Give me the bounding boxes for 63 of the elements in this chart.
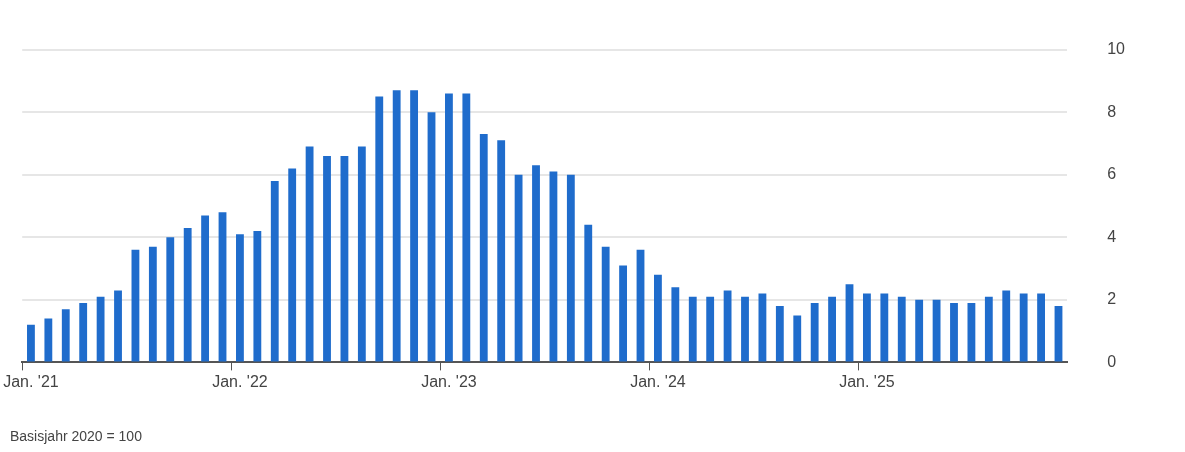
bar — [688, 296, 697, 362]
x-tick-label: Jan. '24 — [630, 373, 686, 391]
x-tick-label: Jan. '21 — [3, 373, 59, 391]
bar — [984, 296, 993, 362]
y-tick-label: 10 — [1107, 40, 1126, 58]
bar — [375, 96, 384, 362]
y-tick-label: 2 — [1107, 290, 1117, 308]
bar — [950, 302, 958, 362]
bar — [810, 302, 819, 362]
bar — [863, 293, 871, 362]
bar — [357, 146, 366, 362]
bar — [601, 246, 610, 362]
bar — [61, 309, 70, 362]
bar — [270, 180, 279, 362]
bar — [566, 174, 575, 362]
bar — [654, 274, 662, 362]
bar — [671, 287, 680, 362]
bar — [775, 306, 784, 362]
bar — [183, 227, 192, 362]
bar — [619, 265, 628, 362]
bar — [967, 302, 976, 362]
bar — [236, 234, 244, 362]
bar — [828, 296, 836, 362]
bar — [27, 324, 35, 362]
bar — [44, 318, 53, 362]
bar — [532, 165, 540, 362]
y-tick-label: 4 — [1107, 227, 1117, 245]
bar — [96, 296, 105, 362]
bar — [148, 246, 157, 362]
bar — [706, 296, 715, 362]
bar — [392, 90, 401, 362]
bar — [793, 315, 802, 362]
bar — [114, 290, 122, 362]
bar — [201, 215, 210, 362]
bar — [1002, 290, 1011, 362]
bar — [497, 140, 506, 362]
bar — [462, 93, 471, 362]
x-tick-label: Jan. '25 — [839, 373, 895, 391]
bar — [410, 90, 419, 362]
bar — [166, 237, 175, 362]
bar — [1037, 293, 1045, 362]
bar — [323, 155, 331, 362]
bar — [445, 93, 453, 362]
bar — [1019, 293, 1028, 362]
bar — [915, 299, 924, 362]
bar — [897, 296, 906, 362]
bar — [741, 296, 749, 362]
bar — [79, 302, 88, 362]
bar — [932, 299, 941, 362]
bar — [584, 224, 593, 362]
y-tick-label: 6 — [1107, 165, 1117, 183]
bar — [288, 168, 297, 362]
bar — [253, 231, 262, 362]
bar — [514, 174, 523, 362]
bar — [479, 134, 488, 362]
y-tick-label: 0 — [1107, 352, 1117, 370]
bar — [880, 293, 889, 362]
bar — [305, 146, 314, 362]
x-tick-label: Jan. '23 — [421, 373, 477, 391]
bar — [723, 290, 732, 362]
x-tick-label: Jan. '22 — [212, 373, 268, 391]
y-tick-label: 8 — [1107, 102, 1117, 120]
text: Basisjahr 2020 = 100 — [10, 428, 142, 444]
